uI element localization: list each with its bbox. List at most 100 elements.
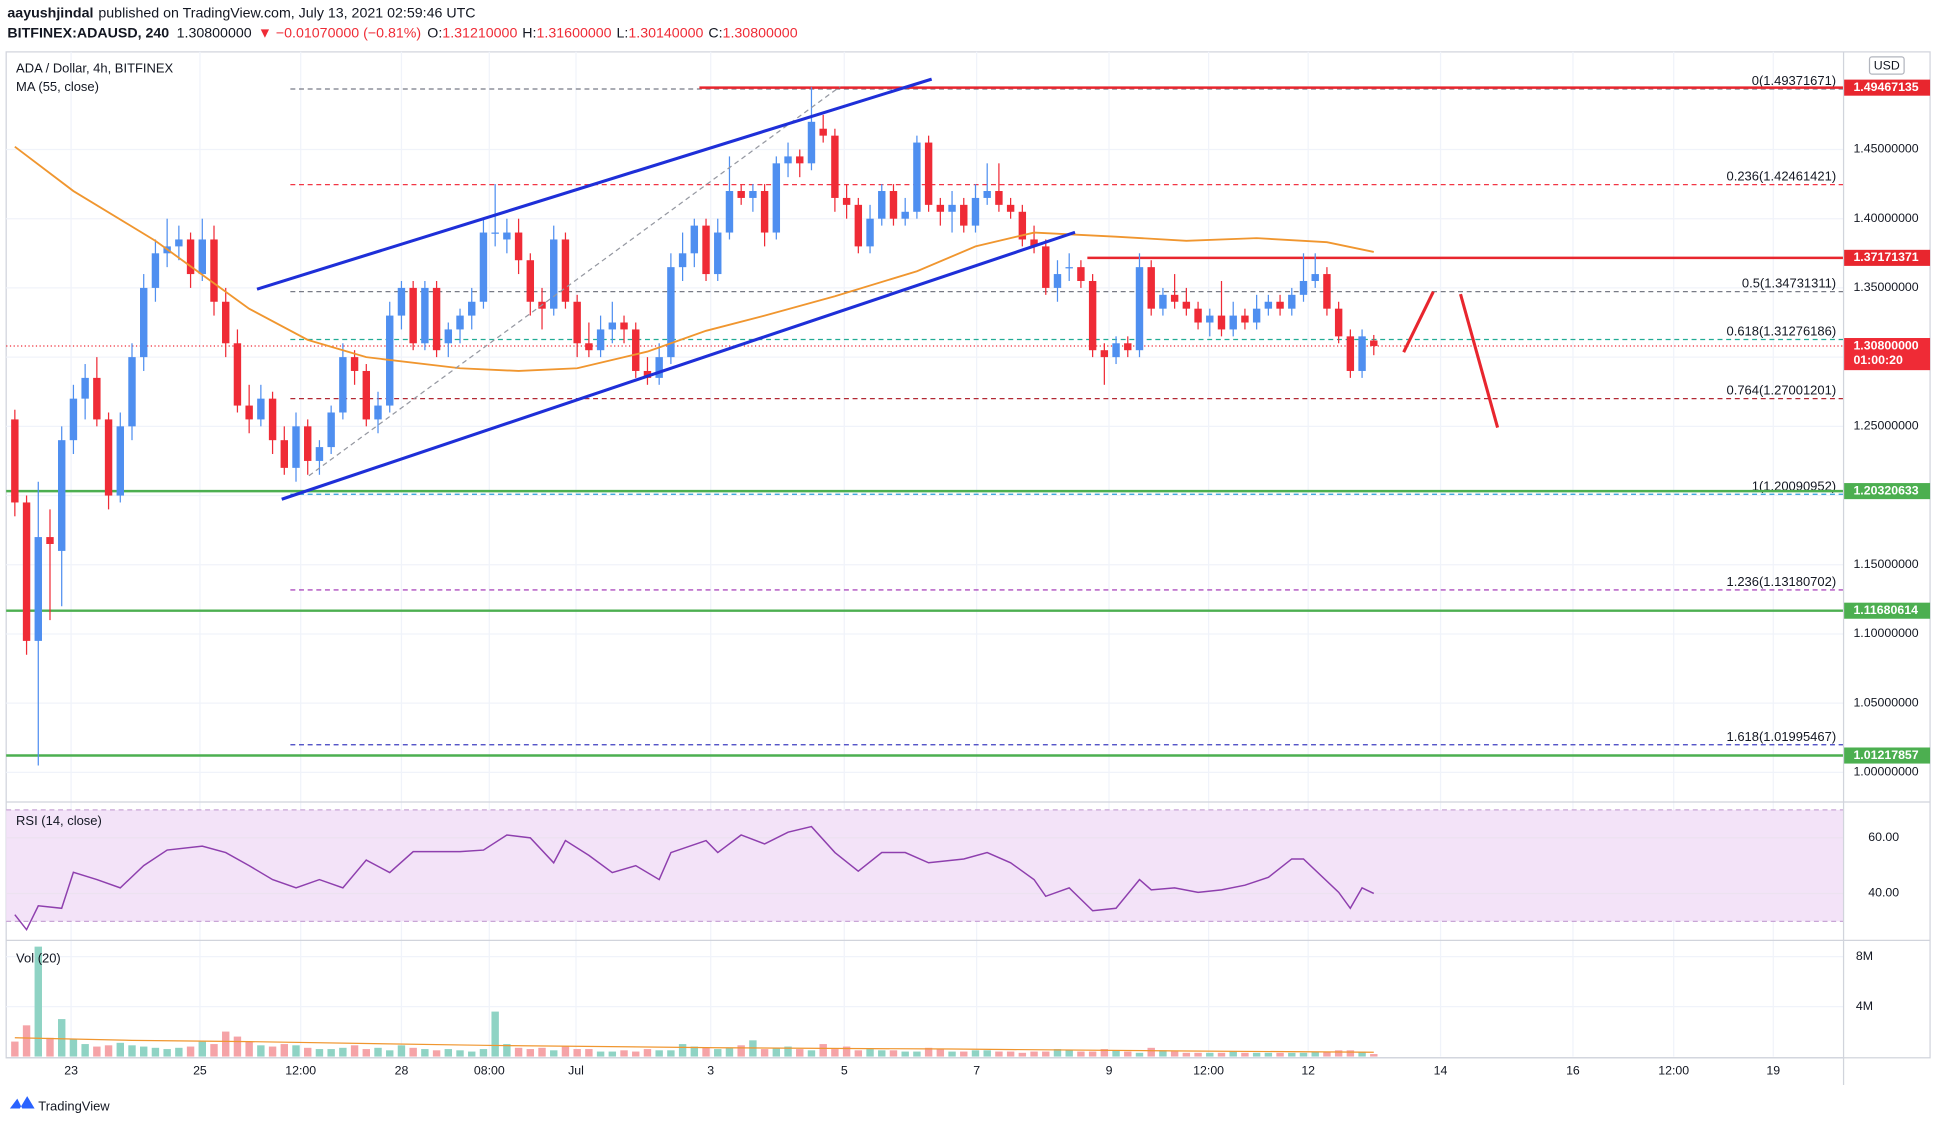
candle-body <box>503 232 511 240</box>
candle-body <box>245 405 253 420</box>
candle-body <box>1264 301 1273 309</box>
volume-bar <box>210 1044 218 1057</box>
candle-body <box>983 191 991 198</box>
volume-bar <box>514 1047 523 1057</box>
candle-body <box>1311 274 1319 281</box>
candle-body <box>971 197 980 226</box>
y-tick-label: 1.15000000 <box>1853 557 1918 571</box>
x-tick-label: 7 <box>973 1064 980 1078</box>
volume-bar <box>116 1042 124 1057</box>
volume-bar <box>233 1036 242 1057</box>
x-tick-label: 08:00 <box>474 1064 505 1078</box>
volume-bar <box>608 1051 617 1057</box>
candle-body <box>573 301 581 344</box>
currency-box <box>1868 56 1905 75</box>
volume-bar <box>1311 1051 1319 1057</box>
volume-bar <box>81 1044 89 1057</box>
volume-bar <box>1065 1050 1073 1057</box>
volume-bar <box>585 1049 593 1057</box>
volume-bar <box>374 1047 382 1057</box>
volume-bar <box>819 1044 827 1057</box>
volume-bar <box>1159 1050 1167 1057</box>
y-tick-label: 1.35000000 <box>1853 280 1918 294</box>
candle-body <box>632 329 640 371</box>
volume-bar <box>1334 1050 1343 1057</box>
volume-bar <box>421 1049 429 1057</box>
candle-body <box>995 191 1003 205</box>
volume-bar <box>339 1047 347 1057</box>
low-value: 1.30140000 <box>628 25 703 41</box>
brand-logo <box>9 1096 35 1109</box>
volume-bar <box>1018 1052 1027 1057</box>
candle-body <box>889 191 898 219</box>
candle-body <box>444 329 453 344</box>
candle-body <box>678 253 687 268</box>
x-tick-label: 28 <box>395 1064 409 1078</box>
candle-body <box>1006 204 1015 212</box>
candle-body <box>1194 308 1202 323</box>
candle-body <box>878 191 886 219</box>
volume-bar <box>655 1050 663 1057</box>
volume-bar <box>69 1039 78 1057</box>
x-tick-label: 3 <box>707 1064 714 1078</box>
volume-bar <box>924 1047 933 1057</box>
volume-bar <box>702 1047 710 1057</box>
x-tick-label: 9 <box>1106 1064 1113 1078</box>
volume-bar <box>960 1051 968 1057</box>
candle-body <box>175 239 183 247</box>
x-tick-label: 25 <box>193 1064 207 1078</box>
candle-body <box>514 232 523 261</box>
x-tick-label: 5 <box>841 1064 848 1078</box>
candle-body <box>784 156 792 164</box>
volume-bar <box>151 1047 160 1057</box>
candle-body <box>315 447 324 461</box>
candle-body <box>550 239 558 309</box>
volume-bar <box>1088 1051 1097 1057</box>
volume-bar <box>667 1050 675 1057</box>
volume-bar <box>854 1050 863 1057</box>
candle-body <box>901 211 909 219</box>
candle-body <box>151 253 160 288</box>
volume-bar <box>280 1044 288 1057</box>
candle-body <box>1030 239 1038 247</box>
currency: USD <box>1874 58 1900 72</box>
level-label: 1.30800000 <box>1853 338 1918 352</box>
axis-layer: 1.00000000 1.05000000 1.10000000 1.15000000… <box>64 79 1931 1078</box>
candle-body <box>292 426 300 468</box>
candle-body <box>1276 301 1284 309</box>
candle-body <box>1077 267 1085 281</box>
last-price: 1.30800000 <box>177 25 252 41</box>
volume-bar <box>350 1045 359 1057</box>
volume-ma-line <box>14 1037 1374 1053</box>
volume-bar <box>714 1049 722 1057</box>
candle-body <box>374 405 382 420</box>
candle-body <box>561 239 570 302</box>
volume-bar <box>1229 1051 1237 1057</box>
candle-body <box>760 191 769 233</box>
candle-body <box>1358 336 1366 371</box>
volume-bar <box>58 1019 66 1057</box>
candle-body <box>749 191 757 198</box>
volume-bar <box>538 1047 546 1057</box>
candle-body <box>960 204 968 226</box>
candle-body <box>58 440 66 551</box>
volume-bar <box>596 1051 605 1057</box>
volume-bar <box>1323 1051 1331 1057</box>
candle-body <box>585 343 593 351</box>
fib-label: 0(1.49371671) <box>1752 73 1836 88</box>
candle-body <box>93 377 101 420</box>
candle-body <box>491 232 499 234</box>
volume-bar <box>878 1050 886 1057</box>
volume-bar <box>257 1045 265 1057</box>
volume-bar <box>1147 1047 1155 1057</box>
volume-bar <box>1241 1052 1249 1057</box>
candle-body <box>198 239 206 275</box>
rsi-line <box>14 825 1375 932</box>
level-label: 1.49467135 <box>1853 80 1918 94</box>
candle-body <box>1346 336 1355 371</box>
rsi-legend: RSI (14, close) <box>16 813 102 828</box>
candle-body <box>1182 301 1191 309</box>
candle-body <box>104 419 113 496</box>
y-tick-label: 1.05000000 <box>1853 695 1918 709</box>
